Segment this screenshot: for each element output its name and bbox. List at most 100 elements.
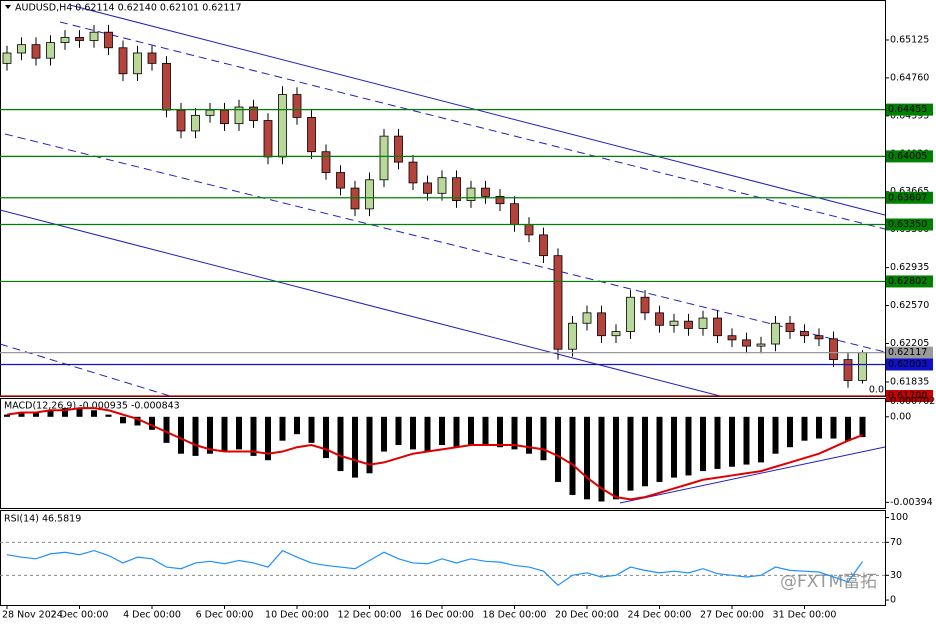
y-tick-label: 0.65125: [890, 34, 929, 45]
candle-body: [495, 196, 505, 205]
x-tick-label: 4 Dec 00:00: [123, 610, 181, 621]
histogram-bar: [801, 416, 808, 441]
candle-body: [365, 179, 374, 210]
level-label: 0.64455: [888, 104, 927, 115]
histogram-bar: [482, 416, 489, 446]
candle-body: [307, 117, 316, 153]
candle-body: [249, 106, 258, 121]
x-tick-label: 16 Dec 00:00: [410, 610, 474, 621]
histogram-bar: [453, 416, 460, 448]
level-label: 0.62003: [888, 359, 927, 370]
y-tick-label: 0: [890, 595, 896, 606]
candle-body: [133, 52, 142, 75]
x-tick-label: 31 Dec 00:00: [773, 610, 837, 621]
candle-body: [524, 224, 534, 236]
candle-body: [785, 322, 795, 332]
histogram-bar: [366, 416, 373, 474]
y-tick-label: 0.64395: [890, 110, 929, 121]
level-label-box: [886, 191, 933, 204]
candle-body: [466, 187, 476, 201]
candle-body: [336, 172, 345, 189]
histogram-bar: [18, 412, 25, 417]
candle-body: [31, 44, 41, 59]
histogram-bar: [250, 416, 257, 456]
histogram-bar: [33, 412, 39, 417]
histogram-bar: [830, 416, 837, 439]
histogram-bar: [192, 416, 199, 456]
level-label: 0.63350: [888, 219, 927, 230]
histogram-bar: [381, 416, 387, 452]
candle-body: [481, 187, 490, 197]
macd-title: MACD(12,26,9) -0.000935 -0.000843: [4, 401, 180, 412]
x-tick-label: 10 Dec 00:00: [265, 610, 329, 621]
level-label: 0.62802: [888, 276, 927, 287]
histogram-bar: [468, 416, 474, 446]
y-tick-label: 70: [890, 537, 902, 548]
candle-body: [46, 42, 55, 59]
x-tick-label: 28 Nov 2024: [2, 610, 63, 621]
candle-body: [539, 234, 548, 257]
histogram-bar: [511, 416, 518, 450]
candle-body: [626, 296, 635, 332]
channel-line: [59, 21, 886, 230]
y-tick-label: 0.62570: [890, 300, 929, 311]
level-label-box: [886, 390, 933, 402]
histogram-bar: [729, 416, 735, 467]
histogram-bar: [845, 416, 851, 441]
histogram-bar: [656, 416, 663, 482]
candle-body: [858, 352, 867, 381]
y-tick-label: 0.63665: [890, 186, 929, 197]
candle-body: [191, 114, 200, 132]
menu-arrow: [5, 5, 11, 9]
candle-body: [220, 109, 229, 125]
candle-body: [75, 36, 84, 41]
candle-body: [713, 317, 722, 337]
macd-pane: [0, 398, 886, 509]
histogram-bar: [540, 416, 547, 461]
histogram-bar: [758, 416, 764, 463]
histogram-bar: [497, 416, 503, 448]
candle-body: [568, 322, 577, 350]
candle-body: [771, 322, 780, 345]
x-tick-label: 27 Dec 00:00: [700, 610, 764, 621]
y-tick-label: -0.00394: [890, 497, 933, 508]
level-label-box: [886, 346, 933, 359]
y-tick-label: 0.61835: [890, 376, 929, 387]
rsi-line: [6, 549, 863, 586]
x-tick-label: 24 Dec 00:00: [628, 610, 692, 621]
candle-body: [205, 109, 215, 116]
y-tick-label: 0.00: [890, 411, 911, 422]
histogram-bar: [526, 416, 532, 454]
candle-body: [60, 36, 70, 43]
histogram-bar: [816, 416, 822, 439]
histogram-bar: [714, 416, 721, 469]
histogram-bar: [569, 416, 576, 495]
histogram-bar: [178, 416, 184, 454]
histogram-bar: [410, 416, 416, 450]
histogram-bar: [163, 416, 170, 443]
histogram-bar: [279, 416, 286, 441]
candle-body: [669, 320, 679, 326]
histogram-bar: [236, 416, 242, 450]
candle-body: [104, 31, 113, 49]
candle-body: [263, 120, 273, 158]
candle-body: [292, 94, 302, 118]
rsi-pane: [0, 510, 886, 606]
histogram-bar: [120, 416, 126, 424]
histogram-bar: [700, 416, 706, 472]
candle-body: [350, 187, 360, 210]
candle-body: [17, 44, 26, 54]
candle-body: [408, 161, 418, 184]
histogram-bar: [207, 416, 213, 454]
watermark: @FXTM富拓: [780, 572, 877, 592]
histogram-bar: [584, 416, 590, 500]
candle-body: [379, 135, 389, 181]
candle-body: [582, 312, 592, 324]
candle-body: [553, 255, 563, 350]
candle-body: [756, 343, 766, 347]
histogram-bar: [221, 416, 228, 452]
histogram-bar: [352, 416, 358, 478]
candle-body: [394, 135, 403, 163]
macd-trendline: [619, 446, 886, 504]
y-tick-label: 100: [890, 512, 908, 523]
